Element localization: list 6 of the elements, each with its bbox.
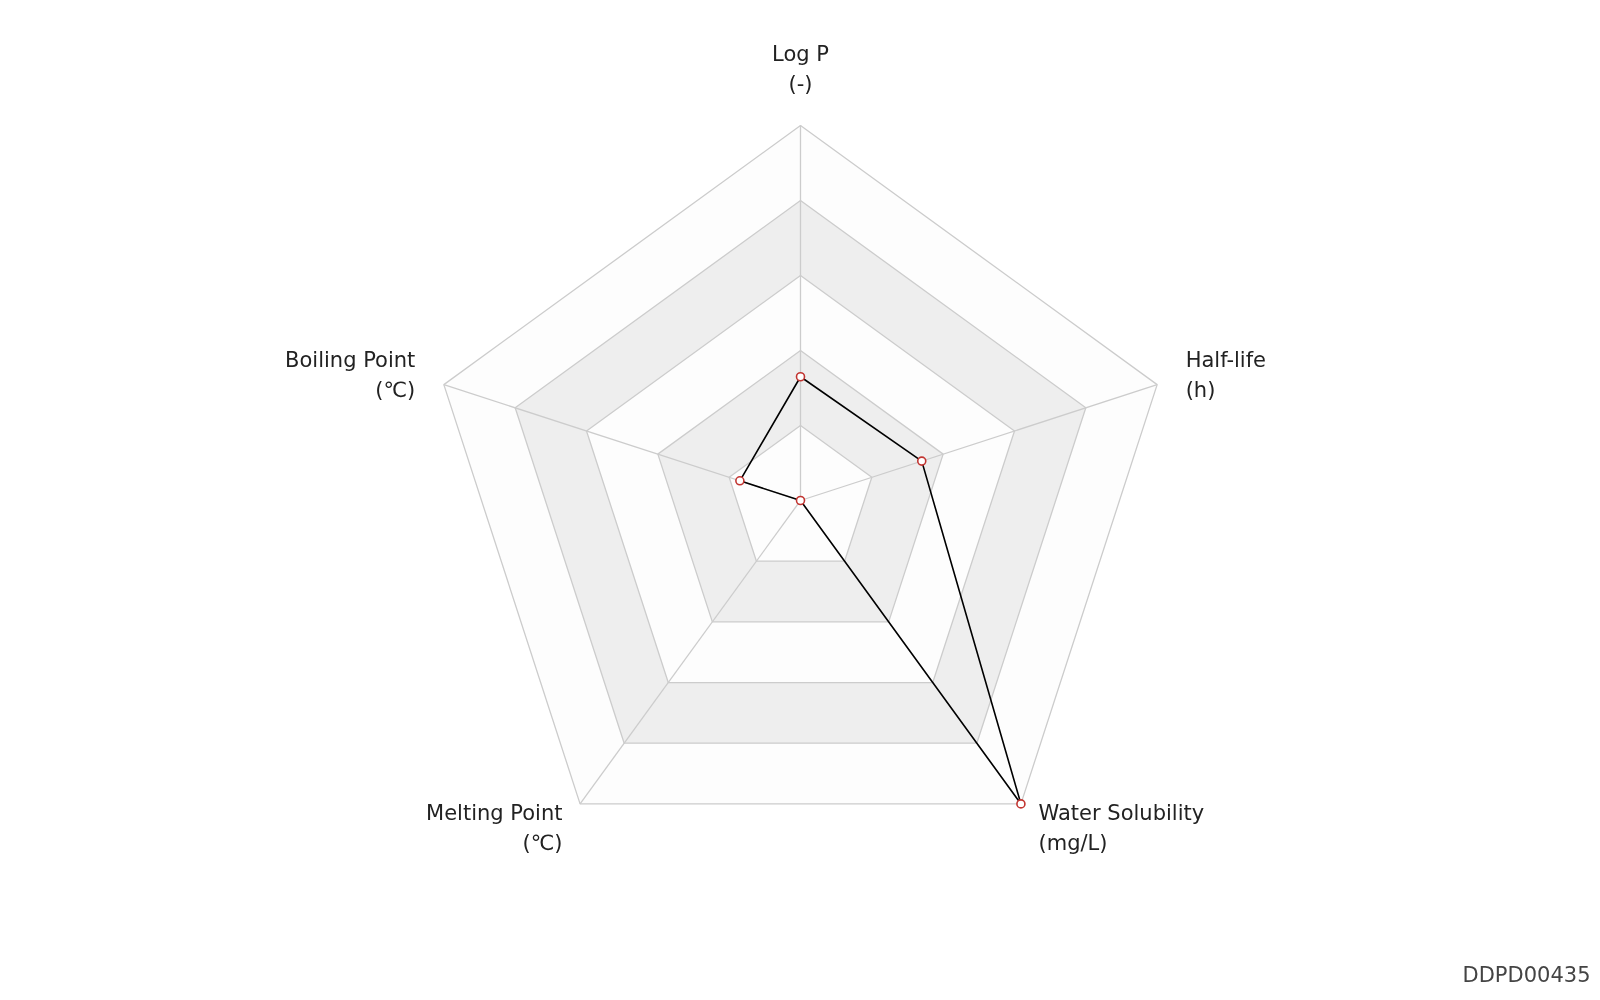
spoke-label: Log P (-): [772, 41, 829, 96]
text: DDPD00435: [1462, 962, 1591, 987]
spoke-label: Melting Point (℃): [426, 801, 563, 856]
spoke-label: Water Solubility (mg/L): [1038, 801, 1205, 856]
spoke-label: Boiling Point (℃): [285, 348, 416, 403]
spoke-label: Half-life (h): [1185, 348, 1266, 403]
